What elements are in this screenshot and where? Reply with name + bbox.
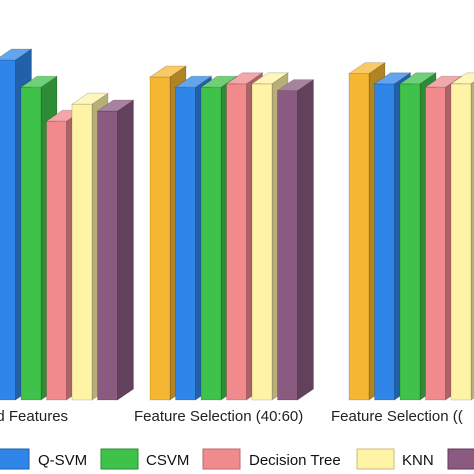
bar-cat0-series5-front	[97, 110, 118, 401]
bar-cat0-series5-side	[117, 99, 134, 401]
bar-cat1-series0-top	[148, 65, 188, 78]
bar-cat0-series5-top	[96, 99, 135, 112]
bar-cat0-series3-front	[46, 120, 67, 401]
bar-cat1-series1-top	[174, 75, 213, 88]
legend-label-decision-tree: Decision Tree	[249, 452, 341, 469]
bar-cat0-series2-front	[20, 86, 42, 401]
bar-cat1-series1-front	[175, 86, 196, 401]
bar-cat2-series2-top	[398, 72, 438, 85]
bar-cat2-series3-front	[425, 86, 446, 401]
bar-cat2-series4-front	[450, 83, 472, 401]
bar-cat2-series4-top	[449, 72, 474, 85]
legend-swatch-knn	[356, 448, 395, 470]
bar-cat2-series1-front	[374, 83, 395, 401]
bar-cat1-series3-front	[226, 83, 247, 401]
bar-cat1-series5-side	[297, 78, 314, 401]
bar-cat0-series4-top	[70, 92, 110, 105]
bar-cat0-series4-front	[71, 103, 93, 401]
legend-swatch-q-svm	[0, 448, 30, 470]
bar-cat2-series1-top	[373, 72, 412, 85]
bar-cat1-series2-front	[200, 86, 222, 401]
bar-cat2-series3-top	[424, 75, 463, 88]
bar-cat1-series3-top	[225, 72, 264, 85]
category-label-1: Feature Selection (40:60)	[134, 408, 303, 425]
legend-label-knn: KNN	[402, 452, 434, 469]
bar-cat1-series4-front	[251, 83, 273, 401]
bar-cat1-series0-front	[149, 76, 171, 401]
bar-cat2-series0-top	[347, 62, 387, 74]
legend-swatch-csvm	[100, 448, 139, 470]
legend-swatch-series-6	[447, 448, 474, 470]
bar-cat1-series2-top	[199, 75, 239, 88]
category-labels: ed Features Feature Selection (40:60) Fe…	[0, 408, 463, 425]
legend-label-csvm: CSVM	[146, 452, 189, 469]
bar-cat1-series4-top	[250, 72, 290, 85]
legend-label-q-svm: Q-SVM	[38, 452, 87, 469]
bar-cat2-series0-front	[348, 73, 370, 401]
bar-cat2-series2-front	[399, 83, 421, 401]
legend-swatch-decision-tree	[202, 448, 241, 470]
bar-cat1-series5-front	[277, 90, 298, 401]
bar-cat0-series1-top	[0, 48, 33, 61]
category-label-0: ed Features	[0, 408, 68, 425]
bar-cat0-series2-top	[19, 75, 59, 88]
bars-layer	[0, 48, 474, 401]
category-label-2: Feature Selection ((	[331, 408, 463, 425]
bar-cat1-series5-top	[276, 79, 315, 91]
bar-cat0-series1-front	[0, 59, 16, 401]
legend: Q-SVM CSVM Decision Tree KNN	[0, 448, 474, 470]
